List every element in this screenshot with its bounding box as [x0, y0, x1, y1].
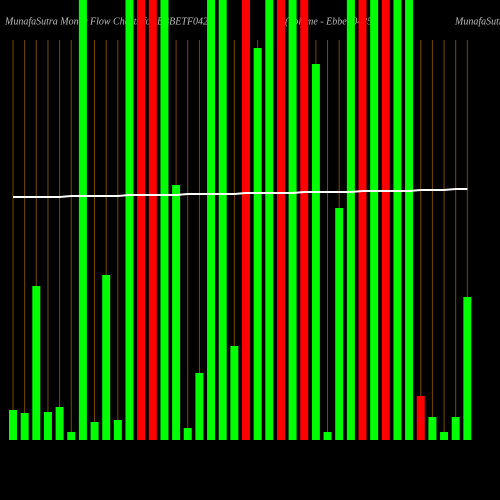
bar [393, 0, 402, 440]
bar [78, 0, 87, 440]
bar [218, 0, 227, 440]
bar [451, 417, 460, 440]
bar [207, 0, 216, 440]
bar [20, 413, 29, 440]
bar [43, 412, 52, 440]
bar [160, 0, 169, 440]
bar [265, 0, 274, 440]
bar [113, 420, 122, 440]
bar [172, 185, 181, 440]
bar [346, 0, 355, 440]
bar [323, 432, 332, 440]
bar [55, 407, 64, 440]
bar [428, 417, 437, 440]
bar [253, 48, 262, 440]
bar [440, 432, 449, 440]
bar [9, 410, 17, 440]
bar [405, 0, 414, 440]
bar [288, 0, 297, 440]
bar [463, 297, 472, 440]
bar [67, 432, 76, 440]
line [13, 188, 468, 198]
chart-subtitle: (Volume - Ebbetf0425) [285, 16, 376, 27]
bar [358, 0, 367, 440]
bar [370, 0, 379, 440]
bar [230, 346, 239, 440]
bar [242, 0, 250, 440]
bar [148, 0, 157, 440]
bar [311, 64, 320, 440]
bar [195, 373, 204, 440]
bar [335, 208, 344, 440]
bar [102, 275, 111, 440]
bar [416, 396, 425, 440]
bar [32, 286, 41, 440]
chart-title: MunafaSutra Money Flow Charts for EBBETF… [4, 16, 213, 27]
bar [300, 0, 309, 440]
bar [125, 0, 134, 440]
bar [183, 428, 192, 440]
bar [137, 0, 146, 440]
bar [276, 0, 285, 440]
bar [381, 0, 390, 440]
bar [90, 422, 99, 440]
chart-source: MunafaSutra.com [454, 16, 500, 27]
